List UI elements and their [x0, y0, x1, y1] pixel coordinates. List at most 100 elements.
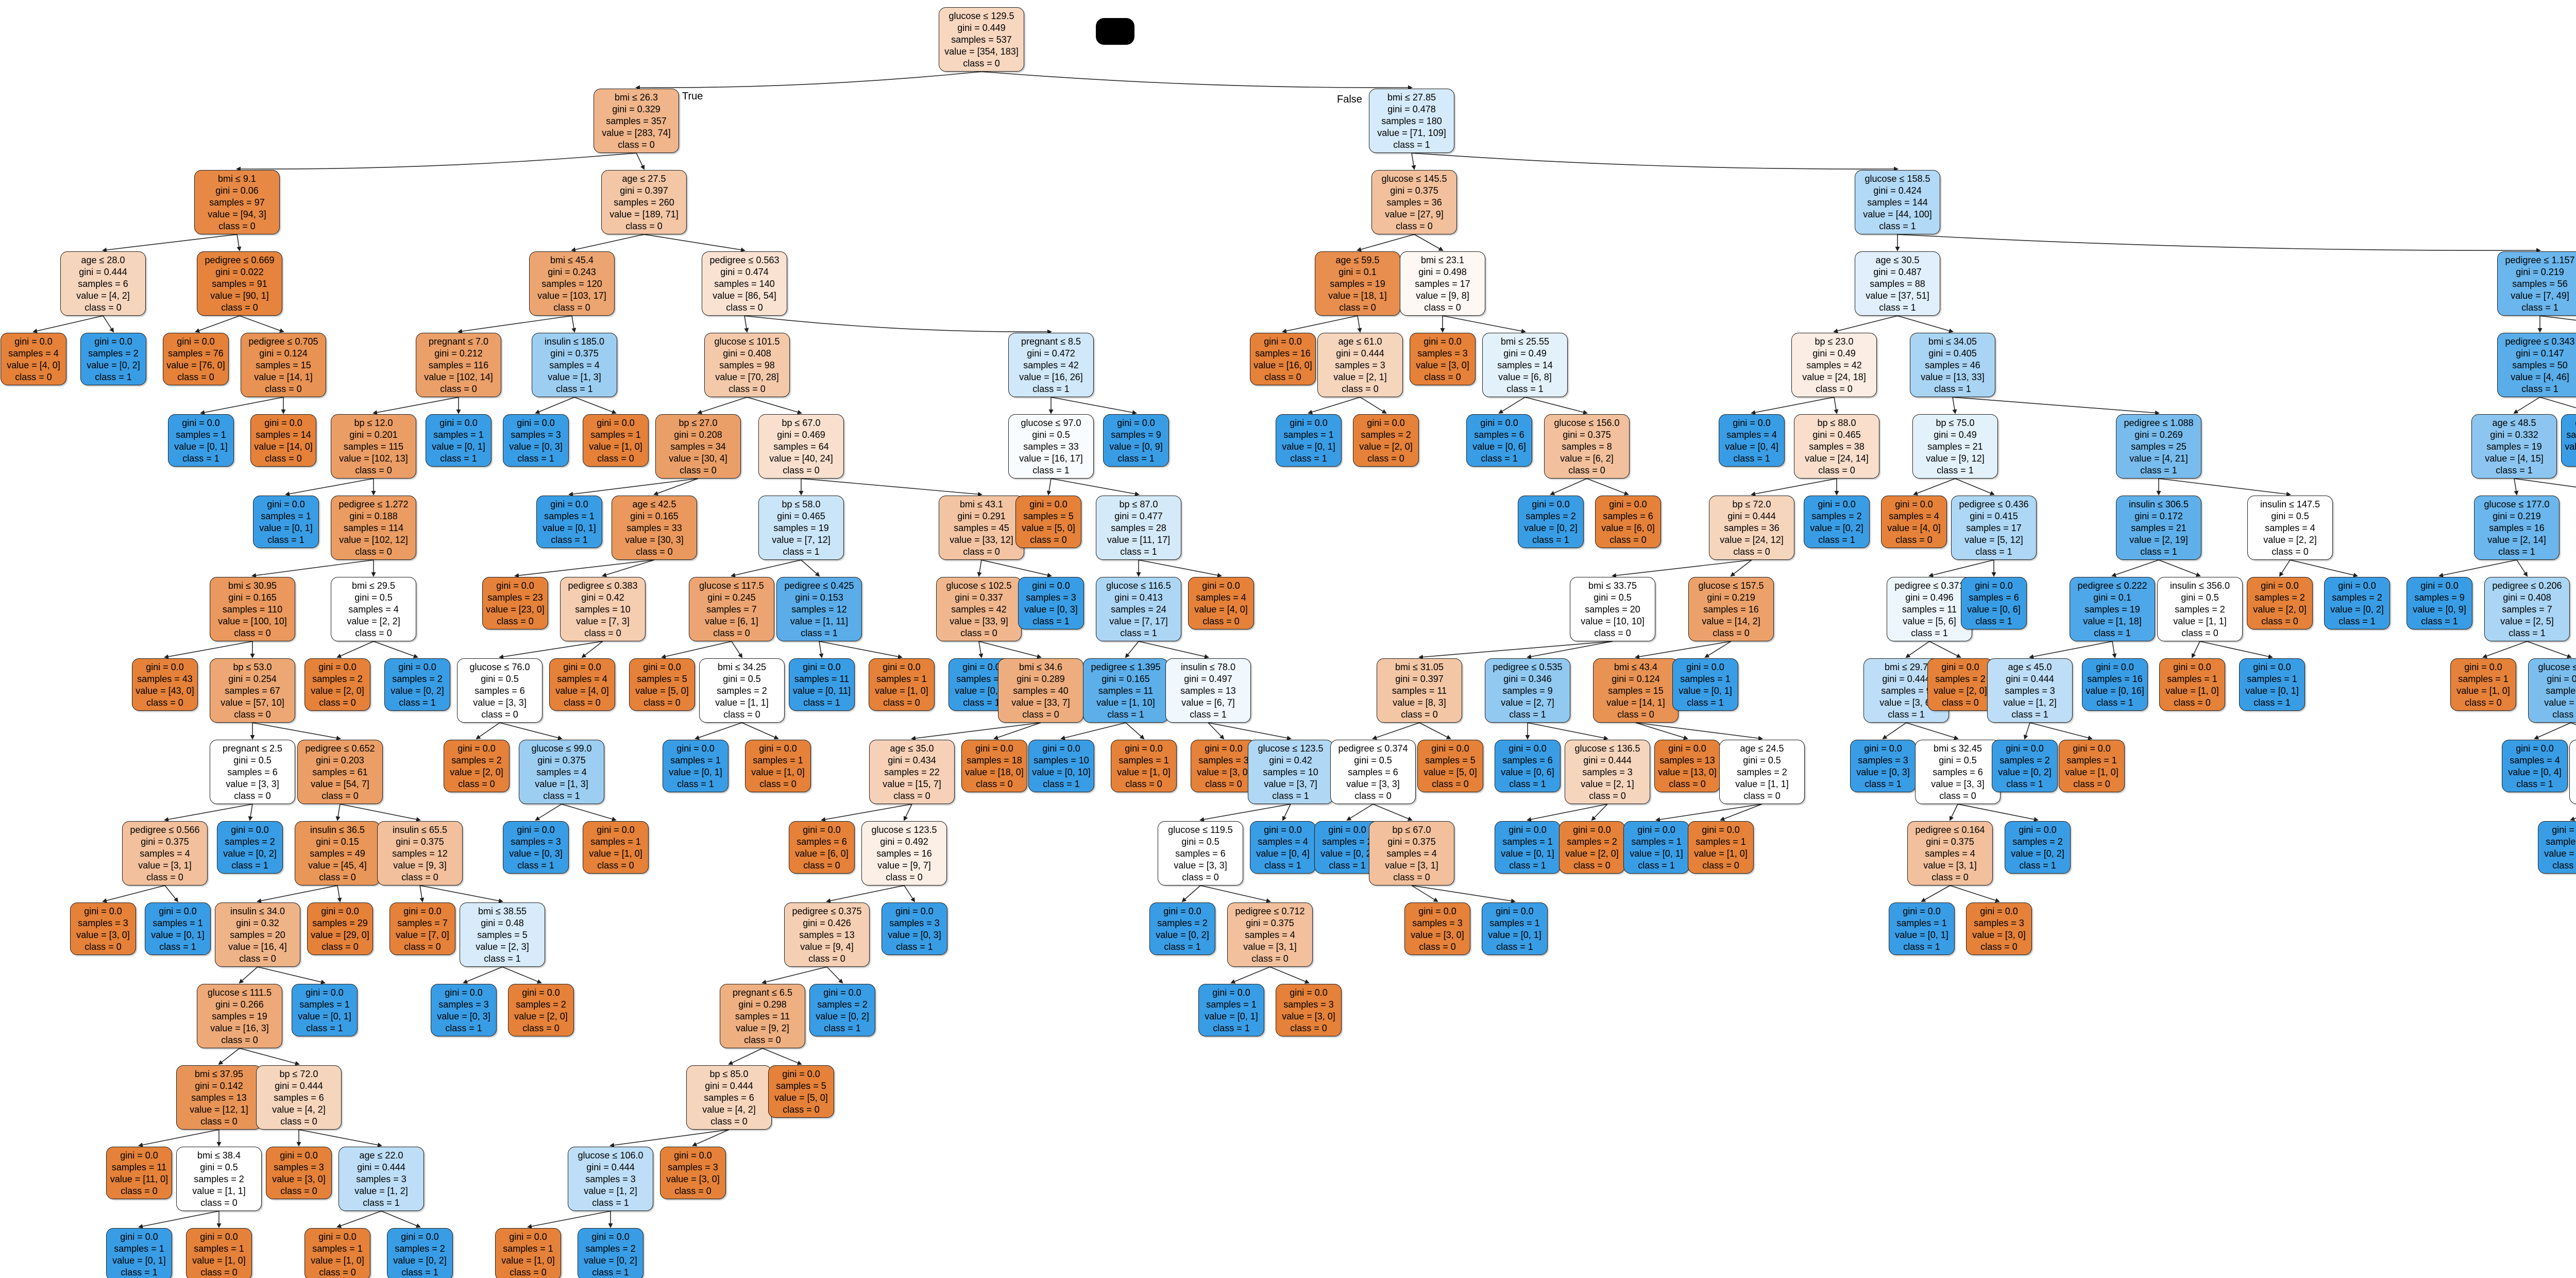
node-line: gini = 0.0: [674, 1150, 712, 1161]
tree-node-leaf: gini = 0.0 samples = 1 value = [1, 0] class…: [304, 1228, 370, 1278]
node-line: samples = 1: [2458, 674, 2509, 684]
node-line: class = 0: [1393, 872, 1430, 882]
tree-node-split: bmi ≤ 33.75 gini = 0.5 samples = 20 value =…: [1570, 577, 1655, 641]
node-line: samples = 1: [152, 918, 203, 928]
tree-node-split: age ≤ 42.5 gini = 0.165 samples = 33 value …: [612, 496, 697, 560]
tree-node-leaf: gini = 0.0 samples = 6 value = [0, 6] class…: [1495, 740, 1561, 792]
tree-node-leaf: gini = 0.0 samples = 5 value = [5, 0] class…: [1417, 740, 1483, 792]
node-line: samples = 12: [392, 848, 448, 859]
node-line: value = [71, 109]: [1377, 128, 1446, 138]
node-line: class = 0: [1617, 709, 1654, 720]
node-line: samples = 98: [719, 360, 775, 370]
node-line: class = 1: [1043, 779, 1080, 789]
node-line: gini = 0.497: [1184, 674, 1232, 684]
node-line: bp ≤ 23.0: [1815, 336, 1854, 347]
tree-edge: [1913, 478, 1956, 496]
node-line: gini = 0.449: [957, 23, 1006, 33]
node-line: class = 0: [1022, 709, 1059, 720]
node-line: value = [1, 2]: [354, 1186, 408, 1196]
node-line: samples = 11: [735, 1011, 790, 1021]
node-line: class = 0: [1609, 535, 1647, 545]
tree-node-split: insulin ≤ 356.0 gini = 0.5 samples = 2 valu…: [2157, 577, 2243, 641]
node-line: class = 0: [497, 616, 534, 626]
node-line: class = 0: [1367, 453, 1404, 464]
node-line: value = [1, 0]: [875, 686, 928, 696]
node-line: samples = 1: [503, 1243, 553, 1254]
node-line: class = 1: [2516, 779, 2553, 789]
node-line: gini = 0.0: [1431, 743, 1469, 754]
tree-node-split: bp ≤ 53.0 gini = 0.254 samples = 67 value =…: [210, 658, 295, 723]
node-line: class = 1: [2521, 302, 2558, 313]
tree-edge: [1704, 641, 1732, 658]
tree-edge: [1138, 641, 1209, 659]
node-line: gini = 0.0: [759, 743, 797, 754]
tree-node-split: age ≤ 59.5 gini = 0.1 samples = 19 value = …: [1315, 251, 1400, 316]
node-line: pedigree ≤ 1.157: [2505, 255, 2575, 265]
node-line: class = 0: [1182, 872, 1219, 882]
node-line: value = [0, 2]: [2330, 604, 2384, 615]
node-line: samples = 21: [1927, 441, 1983, 452]
tree-node-leaf: gini = 0.0 samples = 6 value = [0, 6] class…: [1466, 414, 1532, 467]
node-line: age ≤ 61.0: [1338, 336, 1382, 347]
node-line: gini = 0.0: [182, 418, 220, 428]
tree-node-split: age ≤ 61.0 gini = 0.444 samples = 3 value =…: [1317, 333, 1403, 397]
node-line: samples = 16: [1255, 348, 1311, 359]
tree-edge: [697, 397, 748, 415]
node-line: value = [0, 10]: [1032, 767, 1091, 777]
node-line: value = [2, 3]: [476, 942, 529, 952]
node-line: class = 1: [1032, 465, 1070, 475]
tree-edge: [1833, 315, 1898, 333]
node-line: value = [9, 7]: [877, 860, 931, 871]
node-line: gini = 0.0: [2096, 662, 2134, 672]
tree-edge: [1655, 804, 1762, 822]
node-line: gini = 0.0: [823, 987, 861, 998]
node-line: gini = 0.0: [803, 662, 841, 672]
tree-node-split: pedigree ≤ 0.436 gini = 0.415 samples = 17…: [1951, 496, 2037, 560]
node-line: samples = 36: [1386, 197, 1442, 208]
node-line: samples = 13: [1659, 755, 1715, 765]
node-line: samples = 4: [557, 674, 607, 684]
node-line: gini = 0.022: [215, 267, 264, 277]
node-line: samples = 4: [1386, 848, 1437, 859]
node-line: samples = 9: [1502, 686, 1553, 696]
node-line: class = 0: [726, 302, 763, 313]
node-line: value = [0, 9]: [1109, 441, 1163, 452]
tree-edge: [1357, 234, 1415, 252]
node-line: samples = 38: [1809, 441, 1865, 452]
node-line: samples = 140: [714, 279, 775, 289]
node-line: class = 0: [680, 465, 717, 475]
node-line: class = 0: [319, 872, 356, 882]
tree-edge: [911, 722, 1041, 741]
node-line: value = [0, 2]: [1998, 767, 2052, 777]
node-line: class = 1: [677, 779, 714, 789]
tree-node-split: bp ≤ 87.0 gini = 0.477 samples = 28 value =…: [1096, 496, 1181, 560]
tree-node-leaf: gini = 0.0 samples = 9 value = [0, 9] class…: [2406, 577, 2472, 629]
node-line: value = [0, 2]: [1156, 930, 1209, 940]
node-line: class = 0: [1895, 535, 1933, 545]
tree-node-split: pedigree ≤ 1.395 gini = 0.165 samples = 11…: [1083, 658, 1168, 723]
node-line: value = [1, 11]: [790, 616, 849, 626]
node-line: value = [0, 2]: [816, 1011, 869, 1021]
tree-node-split: glucose ≤ 123.5 gini = 0.492 samples = 16 v…: [861, 821, 947, 885]
node-line: value = [0, 1]: [1282, 441, 1335, 452]
node-line: gini = 0.0: [1163, 906, 1201, 916]
node-line: samples = 8: [1562, 441, 1612, 452]
node-line: class = 0: [355, 465, 392, 475]
node-line: samples = 15: [256, 360, 311, 370]
node-line: class = 0: [960, 628, 997, 638]
node-line: samples = 19: [212, 1011, 267, 1021]
tree-edge: [195, 315, 240, 333]
node-line: age ≤ 42.5: [632, 499, 676, 509]
tree-edge: [499, 722, 563, 740]
tree-edge: [340, 804, 421, 822]
node-line: samples = 3: [1412, 918, 1463, 928]
tree-edge: [502, 966, 542, 984]
tree-edge: [1730, 559, 1752, 577]
node-line: samples = 3: [1858, 755, 1908, 765]
node-line: value = [4, 2]: [702, 1104, 756, 1115]
tree-node-leaf: gini = 0.0 samples = 4 value = [0, 4] class…: [2502, 740, 2568, 792]
